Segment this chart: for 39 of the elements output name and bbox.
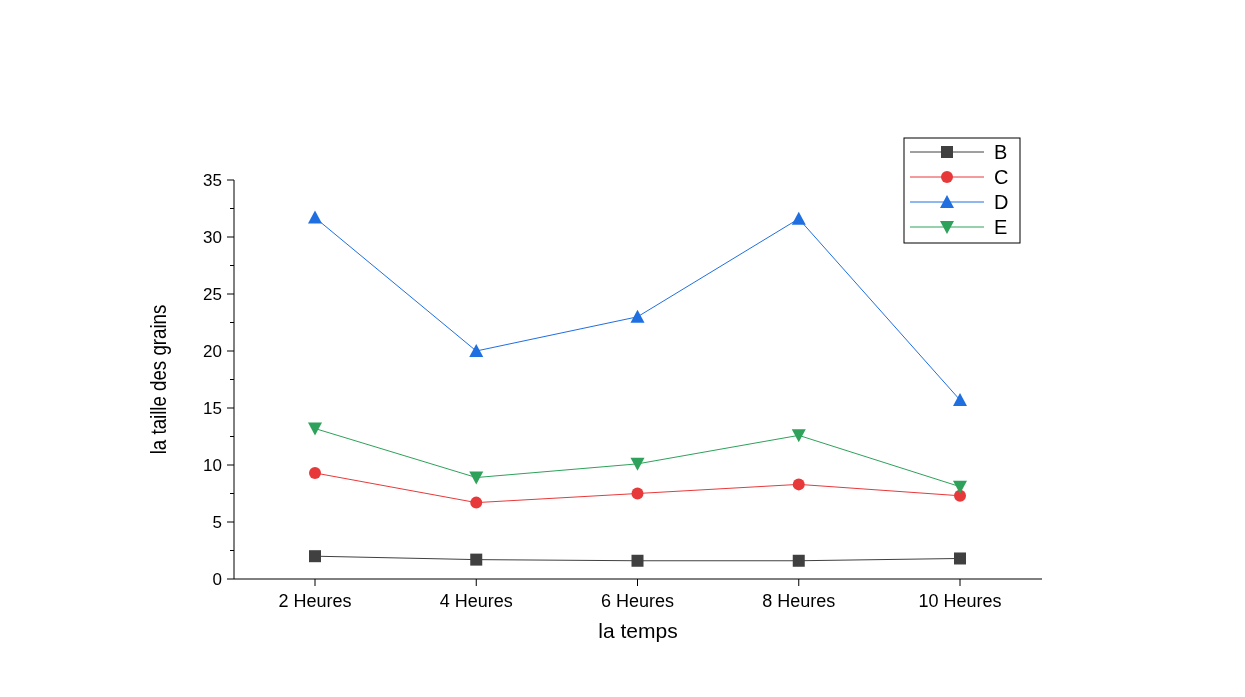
point	[631, 554, 644, 567]
legend-label: C	[994, 166, 1009, 188]
y-tick-label: 30	[203, 227, 222, 247]
point	[309, 466, 321, 479]
x-tick-label: 4 Heures	[439, 591, 513, 611]
point	[792, 554, 805, 567]
y-tick-label: 25	[203, 284, 222, 304]
point	[630, 457, 645, 471]
point	[308, 210, 322, 224]
point	[791, 211, 806, 225]
point	[791, 429, 806, 443]
point	[309, 550, 321, 563]
x-tick-label: 6 Heures	[600, 591, 675, 611]
legend-label: B	[994, 141, 1008, 163]
point	[469, 471, 484, 485]
point	[469, 344, 484, 357]
point	[631, 487, 644, 500]
y-axis-title: la taille des grains	[146, 304, 171, 455]
y-tick-label: 5	[212, 512, 222, 532]
point	[470, 553, 483, 566]
x-tick-label: 2 Heures	[278, 591, 352, 611]
point	[954, 552, 966, 565]
x-axis-title: la temps	[598, 619, 678, 642]
point	[953, 393, 967, 407]
point	[630, 309, 645, 323]
y-tick-label: 0	[212, 569, 222, 589]
point	[792, 478, 805, 491]
point	[470, 496, 483, 509]
point	[308, 422, 322, 436]
legend-label: D	[994, 191, 1009, 213]
y-tick-label: 10	[203, 455, 222, 475]
y-tick-label: 15	[203, 398, 222, 418]
y-tick-label: 35	[203, 170, 222, 190]
point	[953, 480, 967, 494]
x-tick-label: 8 Heures	[762, 591, 836, 611]
x-tick-label: 10 Heures	[918, 591, 1002, 611]
point	[954, 489, 966, 502]
legend-label: E	[994, 216, 1008, 238]
y-tick-label: 20	[203, 341, 222, 361]
